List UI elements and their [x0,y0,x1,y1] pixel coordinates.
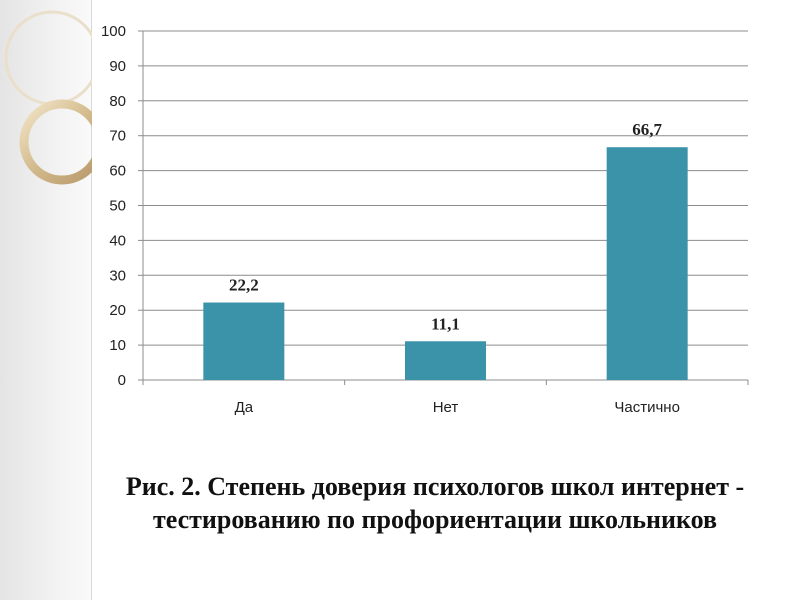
category-label: Нет [433,399,459,416]
y-tick-label: 30 [109,267,126,284]
slide-side-band [0,0,92,600]
category-label: Да [235,399,254,416]
data-label: 66,7 [632,120,662,139]
y-tick-label: 20 [109,302,126,319]
y-tick-label: 50 [109,198,126,215]
bar-2 [405,341,486,380]
y-tick-label: 80 [109,93,126,110]
bars [203,147,688,380]
data-labels: 22,2 11,1 66,7 [229,120,663,333]
bar-3 [606,147,688,380]
data-label: 22,2 [229,276,259,295]
y-tick-label: 100 [101,23,126,40]
deco-ring-thick [19,99,92,185]
y-tick-label: 60 [109,163,126,180]
y-tick-label: 10 [109,337,126,354]
data-label: 11,1 [431,314,460,333]
y-tick-label: 90 [109,58,126,75]
bar-1 [203,302,285,380]
y-tick-label: 0 [118,372,126,389]
category-label: Частично [614,399,680,416]
bar-chart: 0 10 20 30 40 50 60 70 80 90 100 22,2 11,1 66,7 Да Не… [101,23,749,416]
y-tick-label: 70 [109,128,126,145]
category-labels: Да Нет Частично [235,399,680,416]
y-tick-label: 40 [109,232,126,249]
y-tick-labels: 0 10 20 30 40 50 60 70 80 90 100 [101,23,126,389]
figure-caption: Рис. 2. Степень доверия психологов школ … [125,472,745,534]
decorative-rings [4,10,92,185]
